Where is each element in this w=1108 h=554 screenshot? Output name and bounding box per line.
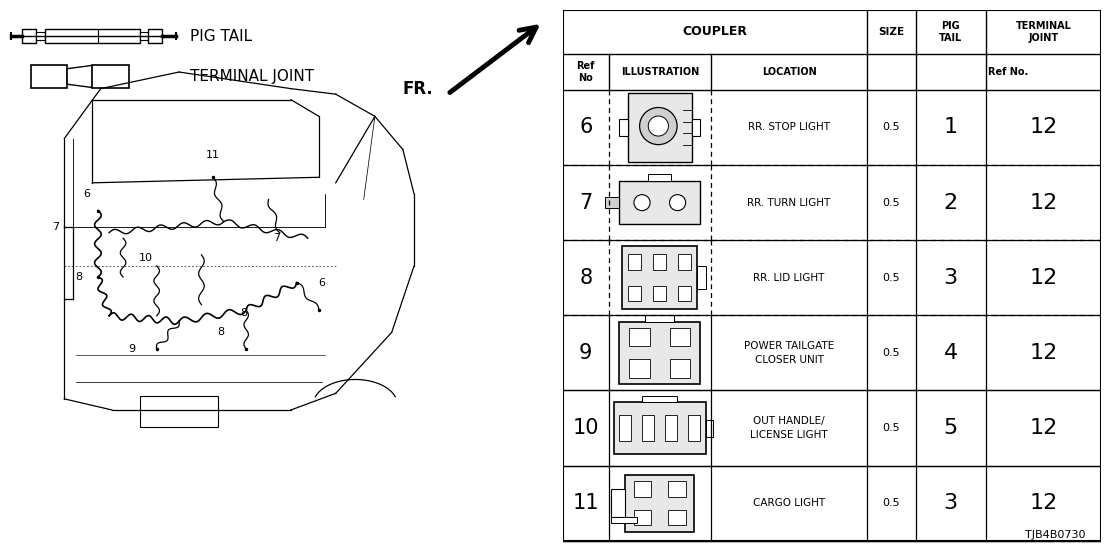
Text: TERMINAL
JOINT: TERMINAL JOINT	[1016, 21, 1071, 43]
Text: PIG
TAIL: PIG TAIL	[938, 21, 962, 43]
Text: 8: 8	[74, 272, 82, 282]
Text: RR. STOP LIGHT: RR. STOP LIGHT	[748, 122, 830, 132]
Text: 12: 12	[1029, 268, 1058, 288]
Bar	[619, 415, 632, 441]
Bar	[691, 119, 700, 136]
Text: 0.5: 0.5	[883, 498, 900, 508]
Text: ILLUSTRATION: ILLUSTRATION	[620, 67, 699, 77]
Bar	[654, 286, 666, 301]
Text: FR.: FR.	[403, 80, 433, 98]
Text: PIG TAIL: PIG TAIL	[191, 28, 253, 44]
Bar	[668, 481, 686, 497]
Bar	[643, 396, 677, 402]
Bar	[634, 481, 652, 497]
Text: LOCATION: LOCATION	[761, 67, 817, 77]
Bar	[634, 510, 652, 525]
Text: 7: 7	[579, 193, 593, 213]
Bar	[670, 360, 690, 378]
Text: 0.5: 0.5	[883, 273, 900, 283]
Bar	[140, 396, 218, 427]
Text: 12: 12	[1029, 193, 1058, 213]
Bar	[706, 419, 714, 437]
Text: 12: 12	[1029, 117, 1058, 137]
Text: TERMINAL JOINT: TERMINAL JOINT	[191, 69, 315, 84]
Bar	[22, 29, 37, 43]
Bar	[697, 266, 706, 289]
Text: 7: 7	[52, 222, 60, 232]
Text: 4: 4	[944, 343, 957, 363]
Text: 8: 8	[217, 327, 225, 337]
Text: SIZE: SIZE	[879, 27, 904, 37]
Text: 3: 3	[944, 268, 957, 288]
Text: 0.5: 0.5	[883, 348, 900, 358]
Bar	[619, 119, 628, 136]
Bar	[619, 181, 700, 224]
Bar	[37, 32, 44, 40]
Bar	[625, 475, 695, 532]
Text: 8: 8	[239, 308, 247, 318]
Bar	[645, 315, 674, 321]
Text: 11: 11	[206, 150, 219, 160]
Bar	[668, 510, 686, 525]
Bar	[611, 489, 625, 517]
Bar	[619, 321, 700, 384]
Bar	[629, 360, 649, 378]
Text: 0.5: 0.5	[883, 198, 900, 208]
Circle shape	[648, 116, 668, 136]
Text: 11: 11	[573, 493, 599, 513]
Polygon shape	[68, 65, 92, 88]
Circle shape	[639, 107, 677, 145]
Text: 8: 8	[579, 268, 593, 288]
Text: COUPLER: COUPLER	[683, 25, 748, 38]
Text: Ref
No: Ref No	[576, 61, 595, 83]
Bar	[31, 65, 68, 88]
Bar	[623, 247, 697, 309]
Bar	[605, 197, 619, 208]
Bar	[628, 254, 642, 270]
Text: 10: 10	[573, 418, 599, 438]
Text: RR. LID LIGHT: RR. LID LIGHT	[753, 273, 824, 283]
Bar	[688, 415, 700, 441]
Text: 0.5: 0.5	[883, 122, 900, 132]
Bar	[92, 65, 129, 88]
Text: 5: 5	[943, 418, 957, 438]
Bar	[665, 415, 677, 441]
Text: RR. TURN LIGHT: RR. TURN LIGHT	[748, 198, 831, 208]
Bar	[148, 29, 162, 43]
Text: OUT HANDLE/
LICENSE LIGHT: OUT HANDLE/ LICENSE LIGHT	[750, 417, 828, 440]
Text: 12: 12	[1029, 418, 1058, 438]
Bar	[44, 29, 140, 43]
Text: 9: 9	[127, 344, 135, 354]
Text: 10: 10	[138, 253, 153, 263]
Circle shape	[669, 194, 686, 211]
Circle shape	[634, 194, 650, 211]
Text: 7: 7	[274, 233, 280, 243]
Bar	[614, 402, 706, 454]
Text: CARGO LIGHT: CARGO LIGHT	[753, 498, 825, 508]
Text: 6: 6	[318, 278, 326, 288]
Bar	[629, 328, 649, 346]
Text: 6: 6	[83, 189, 90, 199]
Text: POWER TAILGATE
CLOSER UNIT: POWER TAILGATE CLOSER UNIT	[743, 341, 834, 365]
Bar	[628, 286, 642, 301]
Text: 1: 1	[944, 117, 957, 137]
Bar	[678, 286, 691, 301]
Text: 6: 6	[579, 117, 593, 137]
Text: 9: 9	[579, 343, 593, 363]
Text: 2: 2	[944, 193, 957, 213]
Bar	[670, 328, 690, 346]
Bar	[648, 174, 671, 181]
Text: 3: 3	[944, 493, 957, 513]
Bar	[140, 32, 148, 40]
Text: 12: 12	[1029, 493, 1058, 513]
Bar	[678, 254, 691, 270]
Bar	[643, 415, 655, 441]
Bar	[654, 254, 666, 270]
Bar	[628, 93, 691, 162]
Bar	[611, 517, 637, 523]
Text: Ref No.: Ref No.	[988, 67, 1028, 77]
Text: 0.5: 0.5	[883, 423, 900, 433]
Text: TJB4B0730: TJB4B0730	[1025, 530, 1085, 540]
Text: 12: 12	[1029, 343, 1058, 363]
